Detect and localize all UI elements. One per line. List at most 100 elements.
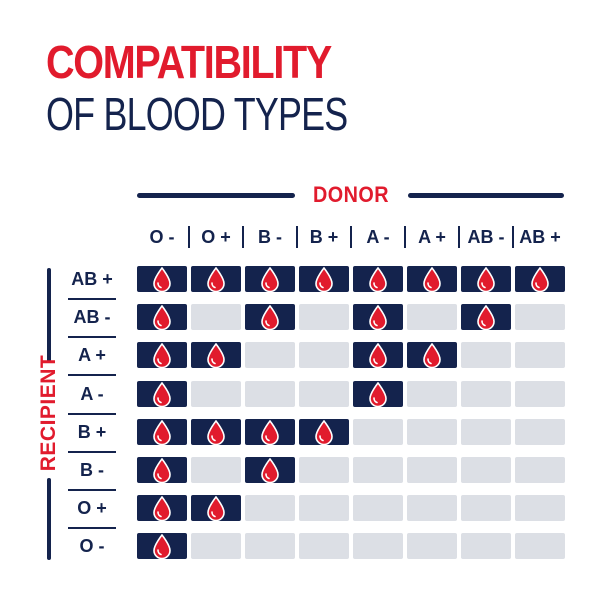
recipient-line-top: [47, 268, 51, 362]
compatible-cell: [353, 342, 403, 369]
blood-drop-icon: [315, 419, 333, 446]
compatible-cell: [353, 266, 403, 293]
incompatible-cell: [245, 342, 295, 369]
recipient-header: AB -: [73, 307, 111, 328]
compatible-cell: [137, 304, 187, 331]
compatible-cell: [353, 380, 403, 407]
donor-header: A +: [418, 227, 446, 247]
blood-drop-icon: [423, 267, 441, 293]
compatible-cell: [515, 266, 565, 293]
recipient-header-separator: [68, 374, 116, 377]
recipient-header: A -: [80, 383, 104, 404]
blood-drop-icon: [369, 343, 387, 369]
donor-header: A -: [366, 227, 390, 247]
recipient-header-separator: [68, 336, 116, 339]
recipient-header: B +: [77, 421, 107, 442]
incompatible-cell: [461, 418, 511, 445]
blood-drop-icon: [261, 305, 279, 331]
incompatible-cell: [299, 342, 349, 369]
incompatible-cell: [515, 533, 565, 560]
donor-header: O -: [149, 227, 175, 247]
blood-drop-icon: [153, 381, 171, 407]
compatible-cell: [407, 266, 457, 293]
compatible-cell: [245, 304, 295, 331]
incompatible-cell: [407, 533, 457, 560]
donor-header-separator: [188, 226, 190, 248]
donor-header-separator: [350, 226, 352, 248]
blood-drop-icon: [153, 458, 171, 484]
compatible-cell: [461, 266, 511, 293]
title-line-2: OF BLOOD TYPES: [46, 88, 348, 140]
incompatible-cell: [353, 418, 403, 445]
compatible-cell: [407, 342, 457, 369]
title-line-1: COMPATIBILITY: [46, 36, 332, 88]
incompatible-cell: [407, 380, 457, 407]
compatible-cell: [137, 418, 187, 446]
incompatible-cell: [407, 495, 457, 522]
recipient-header: A +: [78, 345, 106, 366]
donor-line-right: [408, 193, 564, 198]
blood-drop-icon: [315, 267, 333, 293]
blood-drop-icon: [261, 458, 279, 484]
incompatible-cell: [461, 342, 511, 369]
incompatible-cell: [461, 533, 511, 560]
compatible-cell: [191, 495, 241, 522]
incompatible-cell: [299, 533, 349, 560]
incompatible-cell: [461, 495, 511, 522]
incompatible-cell: [299, 495, 349, 522]
compatible-cell: [137, 380, 187, 407]
compatible-cell: [137, 266, 187, 293]
incompatible-cell: [191, 304, 241, 331]
incompatible-cell: [245, 533, 295, 560]
incompatible-cell: [353, 457, 403, 483]
incompatible-cell: [407, 304, 457, 331]
incompatible-cell: [407, 457, 457, 483]
donor-header: O +: [201, 227, 231, 247]
recipient-header-separator: [68, 489, 116, 491]
recipient-header: B -: [80, 460, 104, 480]
donor-header-separator: [296, 226, 298, 248]
recipient-line-bottom: [47, 478, 51, 560]
recipient-header: O +: [77, 498, 107, 519]
recipient-header: AB +: [71, 269, 113, 289]
blood-drop-icon: [153, 343, 171, 369]
blood-drop-icon: [207, 267, 225, 293]
donor-header: AB +: [519, 227, 561, 247]
incompatible-cell: [353, 495, 403, 522]
blood-drop-icon: [369, 381, 387, 407]
blood-drop-icon: [153, 534, 171, 560]
compatible-cell: [461, 304, 511, 331]
incompatible-cell: [191, 457, 241, 483]
blood-drop-icon: [261, 419, 279, 446]
incompatible-cell: [245, 495, 295, 522]
incompatible-cell: [515, 304, 565, 331]
incompatible-cell: [461, 457, 511, 483]
incompatible-cell: [299, 380, 349, 407]
blood-drop-icon: [153, 305, 171, 331]
compatible-cell: [137, 342, 187, 369]
compatible-cell: [245, 457, 295, 484]
incompatible-cell: [245, 380, 295, 407]
compatible-cell: [191, 418, 241, 446]
compatible-cell: [191, 266, 241, 293]
compatible-cell: [245, 266, 295, 293]
donor-header-separator: [242, 226, 244, 248]
blood-drop-icon: [531, 267, 549, 293]
incompatible-cell: [299, 304, 349, 331]
donor-header-separator: [458, 226, 460, 248]
incompatible-cell: [191, 533, 241, 560]
blood-drop-icon: [207, 419, 225, 446]
incompatible-cell: [407, 418, 457, 445]
compatible-cell: [137, 495, 187, 522]
blood-drop-icon: [369, 305, 387, 331]
donor-header: B -: [258, 227, 282, 247]
incompatible-cell: [515, 380, 565, 407]
blood-drop-icon: [423, 343, 441, 369]
incompatible-cell: [515, 457, 565, 483]
compatible-cell: [299, 266, 349, 293]
blood-drop-icon: [477, 305, 495, 331]
donor-header-separator: [404, 226, 406, 248]
donor-line-left: [137, 193, 295, 198]
donor-label: DONOR: [313, 182, 389, 207]
incompatible-cell: [461, 380, 511, 407]
